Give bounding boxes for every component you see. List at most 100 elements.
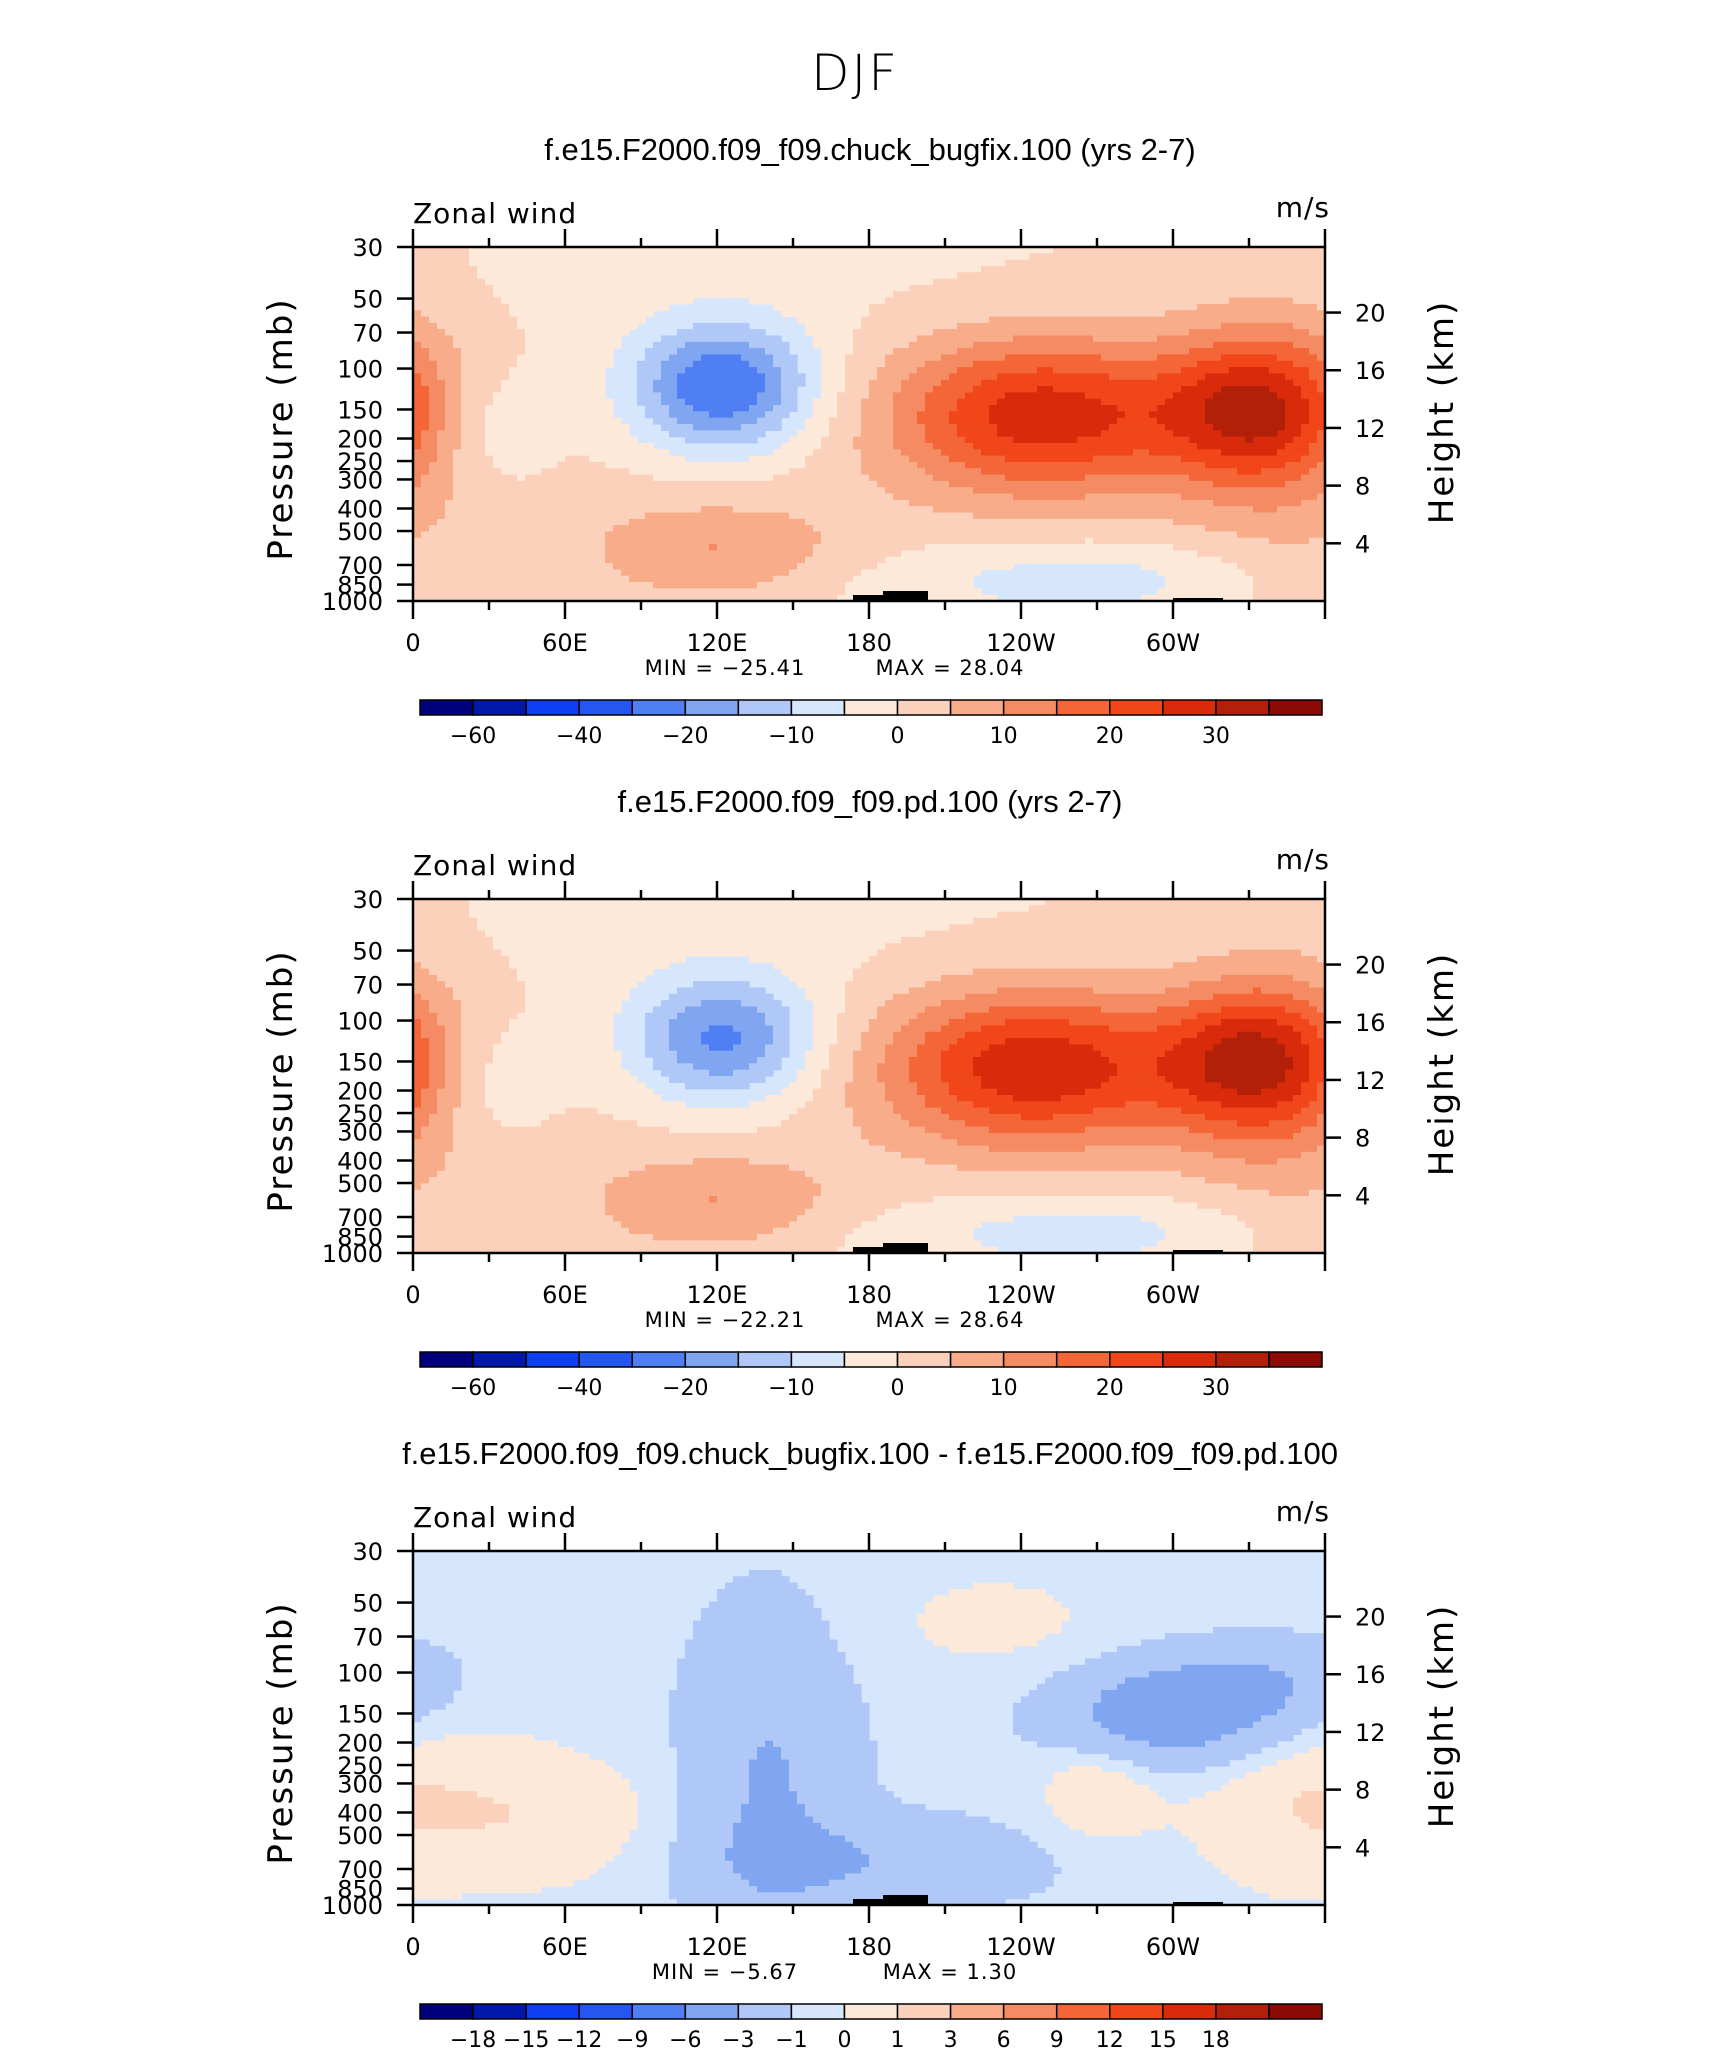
contour-cell [749, 253, 758, 261]
contour-cell [1309, 525, 1318, 533]
contour-cell [725, 398, 734, 406]
contour-cell [605, 297, 614, 305]
contour-cell [1229, 316, 1238, 324]
contour-cell [813, 449, 822, 457]
contour-cell [917, 247, 926, 254]
contour-cell [1125, 348, 1134, 356]
contour-cell [629, 518, 638, 526]
contour-cell [429, 310, 438, 318]
contour-cell [581, 379, 590, 387]
contour-cell [901, 253, 910, 261]
contour-cell [1181, 449, 1190, 457]
contour-cell [813, 461, 822, 469]
contour-cell [1069, 518, 1078, 526]
contour-cell [1165, 335, 1174, 343]
contour-cell [749, 493, 758, 501]
contour-cell [1301, 512, 1310, 520]
contour-cell [413, 461, 422, 469]
contour-cell [981, 468, 990, 476]
contour-cell [469, 373, 478, 381]
contour-cell [1069, 424, 1078, 431]
contour-cell [477, 455, 486, 463]
contour-cell [877, 322, 886, 330]
contour-cell [765, 341, 774, 349]
contour-cell [949, 518, 958, 526]
contour-cell [957, 367, 966, 375]
contour-cell [797, 531, 806, 539]
contour-cell [493, 322, 502, 330]
contour-cell [421, 480, 430, 488]
contour-cell [1245, 468, 1254, 476]
contour-cell [1309, 354, 1318, 362]
contour-cell [621, 303, 630, 311]
contour-cell [725, 291, 734, 299]
contour-cell [1149, 278, 1158, 286]
contour-cell [1013, 367, 1022, 375]
contour-cell [413, 525, 422, 533]
contour-cell [885, 373, 894, 381]
contour-cell [1189, 499, 1198, 507]
contour-cell [565, 265, 574, 273]
contour-cell [549, 531, 558, 539]
contour-cell [645, 284, 654, 292]
contour-cell [661, 417, 670, 425]
contour-cell [989, 284, 998, 292]
contour-cell [1117, 291, 1126, 299]
contour-cell [621, 493, 630, 501]
contour-cell [581, 442, 590, 450]
contour-cell [773, 341, 782, 349]
contour-cell [1037, 354, 1046, 362]
contour-cell [1317, 316, 1325, 324]
contour-cell [741, 468, 750, 476]
contour-cell [453, 247, 462, 254]
contour-cell [813, 506, 822, 514]
contour-cell [693, 247, 702, 254]
contour-cell [781, 291, 790, 299]
contour-cell [749, 367, 758, 375]
contour-cell [965, 259, 974, 267]
contour-cell [565, 461, 574, 469]
contour-cell [989, 259, 998, 267]
contour-cell [877, 474, 886, 482]
contour-cell [1037, 367, 1046, 375]
contour-cell [1093, 265, 1102, 273]
contour-cell [989, 303, 998, 311]
contour-cell [1293, 259, 1302, 267]
contour-cell [493, 487, 502, 495]
contour-cell [709, 259, 718, 267]
contour-cell [885, 430, 894, 438]
contour-cell [1253, 278, 1262, 286]
contour-cell [1141, 386, 1150, 393]
contour-cell [589, 360, 598, 368]
contour-cell [1157, 392, 1166, 400]
contour-cell [597, 367, 606, 375]
contour-cell [509, 493, 518, 501]
contour-cell [1005, 303, 1014, 311]
contour-cell [1125, 247, 1134, 254]
contour-cell [1237, 272, 1246, 280]
contour-cell [1181, 474, 1190, 482]
contour-cell [789, 247, 798, 254]
contour-cell [469, 291, 478, 299]
contour-cell [821, 531, 830, 539]
contour-cell [541, 278, 550, 286]
contour-cell [709, 272, 718, 280]
contour-cell [757, 493, 766, 501]
contour-cell [925, 303, 934, 311]
contour-cell [1197, 468, 1206, 476]
contour-cell [645, 512, 654, 520]
contour-cell [1165, 411, 1174, 419]
contour-cell [957, 480, 966, 488]
contour-cell [605, 487, 614, 495]
contour-cell [597, 405, 606, 412]
contour-cell [669, 291, 678, 299]
contour-cell [525, 430, 534, 438]
contour-cell [1133, 265, 1142, 273]
contour-cell [837, 322, 846, 330]
contour-cell [1125, 284, 1134, 292]
contour-cell [1277, 518, 1286, 526]
contour-cell [821, 474, 830, 482]
contour-cell [1117, 518, 1126, 526]
contour-cell [909, 253, 918, 261]
contour-cell [413, 506, 422, 514]
